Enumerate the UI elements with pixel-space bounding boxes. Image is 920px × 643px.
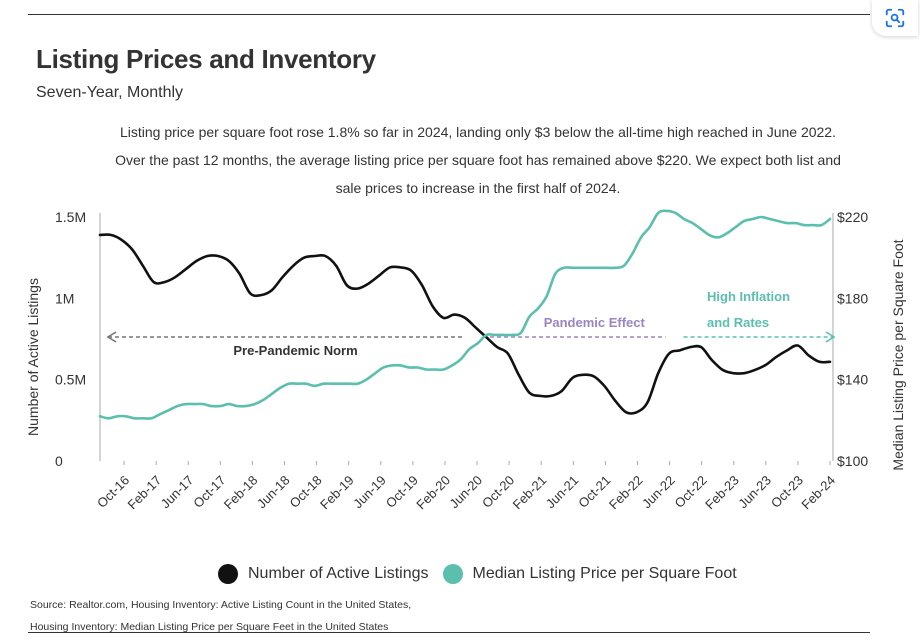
left-axis-tick-label: 1.5M: [55, 209, 86, 225]
x-axis-tick-label: Jun-22: [639, 473, 678, 512]
annotation-inflation-arrow: [825, 331, 836, 343]
right-axis-tick-label: $180: [837, 290, 868, 306]
right-axis-tick-label: $140: [837, 372, 868, 388]
left-axis-tick-label: 1M: [55, 290, 74, 306]
x-axis-tick-label: Oct-22: [672, 473, 710, 511]
x-axis-tick-label: Oct-19: [383, 473, 421, 511]
legend-swatch-listings: [218, 564, 238, 584]
x-axis-tick-label: Oct-16: [94, 473, 132, 511]
source-note: Source: Realtor.com, Housing Inventory: …: [30, 594, 411, 638]
x-axis-tick-label: Feb-17: [125, 473, 165, 513]
x-axis-tick-label: Feb-21: [510, 473, 550, 513]
x-axis-tick-label: Oct-21: [575, 473, 613, 511]
annotation-pre-pandemic-arrow: [106, 331, 117, 343]
x-axis-tick-label: Feb-20: [413, 473, 453, 513]
x-axis-tick-label: Jun-17: [158, 473, 197, 512]
annotation-pandemic-label: Pandemic Effect: [544, 315, 646, 330]
legend-label-price: Median Listing Price per Square Foot: [472, 565, 737, 582]
x-axis-tick-label: Jun-19: [350, 473, 389, 512]
top-rule: [28, 14, 870, 15]
scan-search-icon: [885, 8, 905, 28]
x-axis-tick-label: Jun-18: [254, 473, 293, 512]
x-axis-tick-label: Oct-20: [479, 473, 517, 511]
chart-subtitle: Seven-Year, Monthly: [36, 84, 184, 101]
chart-description: Listing price per square foot rose 1.8% …: [115, 124, 841, 196]
right-axis-title: Median Listing Price per Square Foot: [890, 239, 906, 470]
right-axis-tick-label: $220: [837, 209, 868, 225]
series-line-active-listings: [98, 233, 832, 415]
right-axis-tick-label: $100: [837, 453, 868, 469]
annotation-inflation-label-2: and Rates: [707, 315, 769, 330]
left-axis-title: Number of Active Listings: [25, 278, 41, 436]
legend: Number of Active Listings Median Listing…: [218, 564, 751, 584]
legend-label-listings: Number of Active Listings: [248, 565, 429, 582]
x-axis-tick-label: Jun-20: [446, 473, 485, 512]
x-axis-tick-label: Oct-23: [768, 473, 806, 511]
x-axis-tick-label: Oct-18: [287, 473, 325, 511]
annotation-pre-pandemic-label: Pre-Pandemic Norm: [233, 343, 357, 358]
x-axis-tick-label: Feb-18: [221, 473, 261, 513]
left-axis-tick-label: 0: [55, 453, 63, 469]
x-axis-tick-label: Feb-22: [606, 473, 646, 513]
scan-button[interactable]: [872, 0, 918, 36]
left-axis-tick-label: 0.5M: [55, 372, 86, 388]
source-line-2: Housing Inventory: Median Listing Price …: [30, 621, 389, 633]
x-axis-tick-label: Feb-24: [798, 473, 838, 513]
series-line-price-per-sqft: [98, 209, 832, 420]
legend-swatch-price: [442, 564, 463, 584]
x-axis-tick-label: Feb-23: [702, 473, 742, 513]
bottom-rule: [28, 632, 870, 633]
chart-title: Listing Prices and Inventory: [36, 44, 376, 74]
x-axis-tick-label: Jun-23: [735, 473, 774, 512]
x-axis-tick-label: Feb-19: [317, 473, 357, 513]
x-axis-tick-label: Jun-21: [543, 473, 582, 512]
legend-item-price: Median Listing Price per Square Foot: [442, 564, 737, 584]
annotation-inflation-label-1: High Inflation: [707, 289, 790, 304]
x-axis-tick-label: Oct-17: [190, 473, 228, 511]
legend-item-listings: Number of Active Listings: [218, 564, 429, 584]
source-line-1: Source: Realtor.com, Housing Inventory: …: [30, 599, 412, 611]
